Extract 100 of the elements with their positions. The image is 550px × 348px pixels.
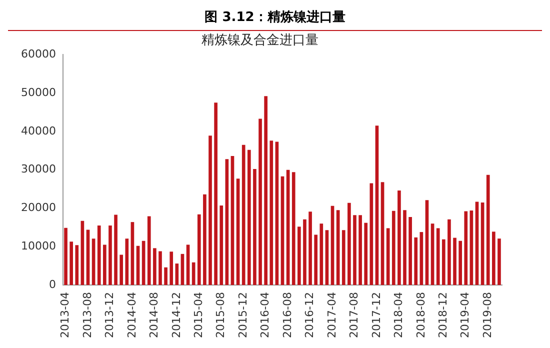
x-tick-label: 2017-04 [325, 292, 338, 338]
x-tick-label: 2013-04 [58, 292, 72, 338]
bar [136, 246, 140, 286]
y-tick-label: 40000 [20, 124, 56, 138]
bar [420, 232, 424, 286]
bar [247, 150, 251, 286]
bar [280, 176, 284, 286]
bar [125, 238, 129, 286]
bar [364, 222, 368, 286]
bar [114, 214, 118, 286]
y-tick-label: 20000 [20, 201, 56, 214]
bar [270, 140, 274, 286]
bar [208, 136, 212, 286]
bar [464, 211, 468, 286]
bar [130, 222, 134, 286]
x-tick-label: 2014-04 [125, 292, 138, 338]
y-tick-label: 0 [48, 278, 56, 291]
bar [414, 237, 418, 286]
bar [342, 230, 346, 286]
x-tick-label: 2016-12 [303, 292, 316, 338]
bar [330, 206, 334, 286]
x-tick-label: 2014-12 [170, 292, 183, 338]
bar [403, 210, 406, 286]
bar [448, 219, 451, 286]
bar [70, 242, 73, 286]
bar [225, 159, 229, 286]
bar [97, 226, 101, 286]
bar [392, 210, 396, 286]
y-tick-label: 30000 [20, 162, 56, 176]
bar [192, 262, 196, 286]
bar [298, 226, 301, 286]
bar [348, 202, 351, 286]
bar [475, 202, 479, 286]
bar [92, 238, 96, 286]
bar [286, 170, 290, 286]
bar [458, 240, 462, 286]
bar [303, 219, 306, 286]
bar [398, 190, 401, 286]
bar [325, 230, 329, 286]
bar [436, 228, 440, 286]
bar [492, 232, 496, 286]
bar [203, 194, 206, 286]
bar [214, 102, 218, 286]
x-tick-label: 2015-04 [192, 292, 205, 338]
y-tick-label: 60000 [20, 47, 56, 60]
bar [197, 214, 201, 286]
bar [375, 126, 379, 286]
bar [142, 240, 146, 286]
bar [253, 169, 256, 286]
bar [103, 244, 106, 286]
bar [220, 206, 224, 286]
x-tick-label: 2013-08 [80, 292, 94, 338]
bar [498, 238, 501, 286]
bar [408, 217, 412, 286]
bar [320, 224, 324, 286]
x-tick-label: 2017-08 [348, 292, 361, 338]
bar [470, 210, 474, 286]
x-tick-label: 2015-12 [236, 292, 250, 338]
bar [370, 183, 374, 286]
bar [80, 220, 84, 286]
bar [353, 215, 356, 286]
bar [147, 216, 151, 286]
bar [358, 215, 362, 286]
bar [386, 228, 390, 286]
bar [230, 156, 234, 286]
x-tick-label: 2014-08 [148, 292, 161, 338]
y-tick-label: 50000 [20, 86, 56, 99]
x-tick-label: 2018-12 [436, 292, 450, 338]
chart-title: 图 3.12：精炼镍进口量 [8, 8, 542, 31]
bar [175, 264, 179, 286]
x-tick-label: 2015-08 [214, 292, 228, 338]
bar [170, 252, 174, 286]
bar [236, 178, 240, 286]
bar [275, 142, 279, 286]
bar [292, 172, 296, 286]
bar [336, 210, 340, 286]
bar [158, 251, 162, 286]
bar [86, 230, 90, 286]
bar [153, 248, 156, 286]
bar [442, 239, 446, 286]
bar [264, 96, 268, 286]
bar [258, 118, 262, 286]
bar [186, 244, 190, 286]
bar [64, 228, 68, 286]
bar [425, 200, 429, 286]
x-tick-label: 2017-12 [370, 292, 383, 338]
bar [453, 238, 456, 286]
bar [380, 182, 384, 286]
bar [314, 234, 318, 286]
x-tick-label: 2019-08 [480, 292, 494, 338]
x-tick-label: 2013-12 [103, 292, 116, 338]
bar [308, 212, 312, 286]
bar [486, 174, 490, 286]
x-tick-label: 2019-04 [458, 292, 472, 338]
bar [242, 144, 246, 286]
chart-subtitle: 精炼镍及合金进口量 [202, 33, 318, 48]
x-tick-label: 2018-04 [392, 292, 406, 338]
bar [108, 226, 112, 286]
bar [480, 202, 484, 286]
bar [75, 245, 79, 286]
